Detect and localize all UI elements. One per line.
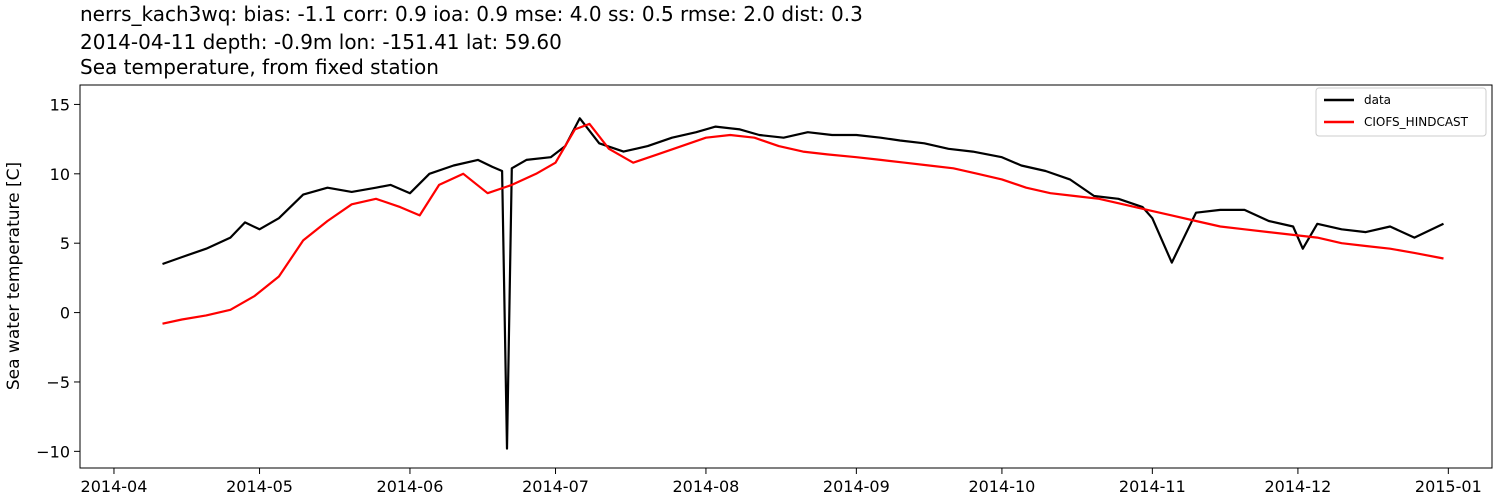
y-axis: −10 −5 0 5 10 15 (36, 95, 80, 461)
y-tick-label: 5 (60, 234, 70, 253)
x-tick-label: 2015-01 (1415, 477, 1482, 496)
y-tick-label: 15 (50, 95, 70, 114)
chart-title-location: 2014-04-11 depth: -0.9m lon: -151.41 lat… (80, 30, 562, 54)
x-tick-label: 2014-07 (522, 477, 589, 496)
x-tick-label: 2014-06 (377, 477, 444, 496)
legend-label: data (1364, 93, 1391, 107)
x-axis: 2014-04 2014-05 2014-06 2014-07 2014-08 2014-… (81, 468, 1482, 496)
plot-area (80, 85, 1492, 468)
legend-box (1315, 87, 1487, 137)
x-tick-label: 2014-09 (823, 477, 890, 496)
series-line-model (162, 122, 1444, 325)
y-tick-label: 10 (50, 165, 70, 184)
x-tick-label: 2014-11 (1119, 477, 1186, 496)
series-layer (162, 117, 1444, 450)
x-tick-label: 2014-08 (673, 477, 740, 496)
x-tick-label: 2014-10 (968, 477, 1035, 496)
legend: data CIOFS_HINDCAST (1315, 87, 1487, 137)
y-tick-label: −5 (46, 373, 70, 392)
chart-title-description: Sea temperature, from fixed station (80, 55, 439, 79)
chart-title-stats: nerrs_kach3wq: bias: -1.1 corr: 0.9 ioa:… (80, 2, 863, 26)
y-tick-label: 0 (60, 304, 70, 323)
plot-frame (79, 84, 1493, 469)
x-tick-label: 2014-04 (81, 477, 148, 496)
y-axis-label: Sea water temperature [C] (4, 162, 24, 390)
y-tick-label: −10 (36, 442, 70, 461)
x-tick-label: 2014-05 (226, 477, 293, 496)
series-line-data (162, 117, 1444, 450)
x-tick-label: 2014-12 (1264, 477, 1331, 496)
legend-label: CIOFS_HINDCAST (1364, 115, 1469, 129)
